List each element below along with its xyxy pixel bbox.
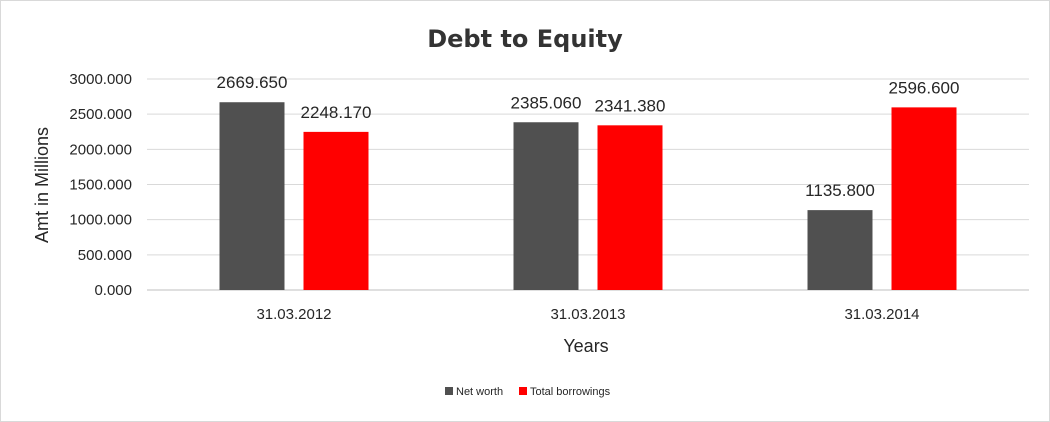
data-label: 2596.600 [889, 78, 960, 97]
y-tick-label: 2500.000 [69, 106, 132, 123]
x-axis-title: Years [563, 336, 608, 356]
y-tick-label: 500.000 [78, 247, 132, 264]
legend: Net worth Total borrowings [445, 386, 611, 398]
y-tick-label: 2000.000 [69, 141, 132, 158]
legend-label: Total borrowings [530, 386, 611, 398]
bar-net-worth-1 [513, 122, 579, 290]
x-tick-label: 31.03.2012 [256, 306, 331, 323]
data-label: 1135.800 [805, 181, 875, 200]
bar-total-borrowings-1 [597, 125, 663, 290]
gridlines [147, 78, 1029, 291]
bar-total-borrowings-2 [891, 107, 957, 290]
x-axis-ticks: 31.03.2012 31.03.2013 31.03.2014 [256, 306, 919, 323]
bar-net-worth-0 [219, 102, 285, 290]
x-tick-label: 31.03.2014 [844, 306, 919, 323]
data-label: 2385.060 [511, 93, 582, 112]
bar-total-borrowings-0 [303, 131, 369, 290]
bars [219, 102, 957, 290]
legend-label: Net worth [456, 386, 503, 398]
y-tick-label: 0.000 [94, 282, 132, 299]
y-tick-label: 3000.000 [69, 71, 132, 88]
chart-title: Debt to Equity [427, 25, 623, 53]
y-axis-ticks: 0.000 500.000 1000.000 1500.000 2000.000 2500… [69, 71, 132, 299]
legend-swatch [519, 387, 527, 395]
y-tick-label: 1000.000 [69, 212, 132, 229]
legend-swatch [445, 387, 453, 395]
data-label: 2341.380 [595, 96, 666, 115]
data-label: 2669.650 [217, 73, 288, 92]
bar-net-worth-2 [807, 210, 873, 290]
y-axis-title: Amt in Millions [32, 127, 52, 243]
data-label: 2248.170 [301, 103, 372, 122]
data-labels: 2669.650 2248.170 2385.060 2341.380 1135.800… [217, 73, 960, 200]
y-tick-label: 1500.000 [69, 177, 132, 194]
x-tick-label: 31.03.2013 [550, 306, 625, 323]
